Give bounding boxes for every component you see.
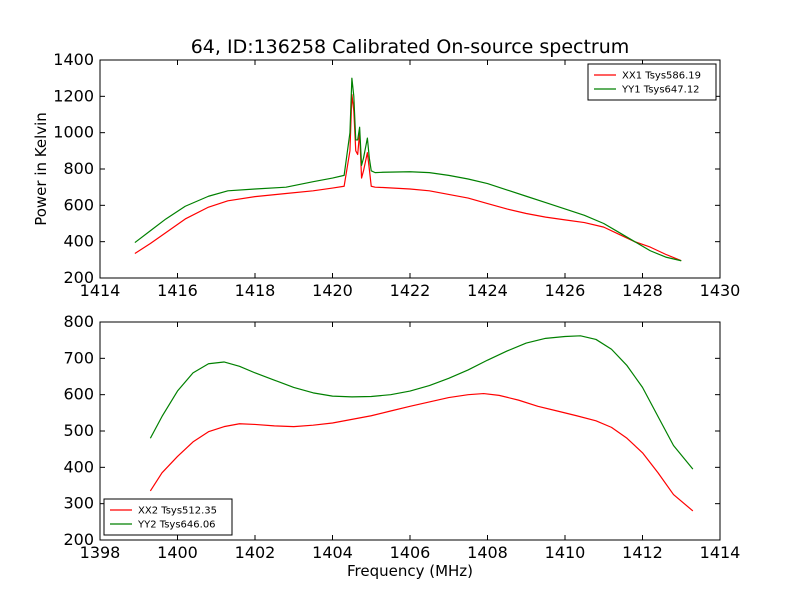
y-tick-label: 200 (63, 268, 94, 287)
x-tick-label: 1424 (467, 281, 508, 300)
legend-label: XX1 Tsys586.19 (622, 71, 701, 82)
x-tick-label: 1418 (235, 281, 276, 300)
y-tick-label: 400 (63, 457, 94, 476)
series-group (149, 335, 694, 512)
y-tick-label: 800 (63, 159, 94, 178)
x-tick-label: 1416 (157, 281, 198, 300)
x-tick-label: 1426 (545, 281, 586, 300)
series-group (134, 77, 682, 262)
y-tick-label: 600 (63, 385, 94, 404)
x-tick-label: 1414 (80, 281, 121, 300)
y-tick-label: 1200 (53, 86, 94, 105)
legend: XX1 Tsys586.19 YY1 Tsys647.12 (587, 63, 717, 101)
x-tick-label: 1428 (622, 281, 663, 300)
y-tick-label: 600 (63, 195, 94, 214)
x-tick-label: 1412 (622, 543, 663, 562)
x-tick-label: 1422 (390, 281, 431, 300)
x-tick-label: 1408 (467, 543, 508, 562)
y-tick-label: 300 (63, 494, 94, 513)
y-tick-label: 1000 (53, 123, 94, 142)
x-tick-label: 1402 (235, 543, 276, 562)
bottom-spectrum-chart: Frequency (MHz) 1398 1400 1402 1404 1406 1408… (63, 312, 740, 580)
x-tick-label: 1398 (80, 543, 121, 562)
y-tick-label: 1400 (53, 50, 94, 69)
legend-label: YY2 Tsys646.06 (137, 520, 216, 531)
y-axis-label: Power in Kelvin (32, 112, 50, 226)
top-spectrum-chart: 64, ID:136258 Calibrated On-source spect… (32, 36, 740, 300)
y-tick-label: 800 (63, 312, 94, 331)
x-tick-label: 1420 (312, 281, 353, 300)
x-tick-label: 1430 (700, 281, 741, 300)
y-tick-label: 500 (63, 421, 94, 440)
y-tick-label: 400 (63, 232, 94, 251)
legend-label: YY1 Tsys647.12 (621, 85, 700, 96)
series-line-xx (149, 392, 694, 512)
legend: XX2 Tsys512.35 YY2 Tsys646.06 (103, 498, 233, 536)
chart-title: 64, ID:136258 Calibrated On-source spect… (191, 36, 630, 58)
legend-box (103, 498, 233, 536)
y-tick-label: 200 (63, 530, 94, 549)
series-line-yy (134, 77, 682, 262)
series-line-xx (134, 93, 682, 262)
x-tick-label: 1410 (545, 543, 586, 562)
y-tick-label: 700 (63, 348, 94, 367)
x-tick-label: 1400 (157, 543, 198, 562)
legend-label: XX2 Tsys512.35 (138, 506, 217, 517)
x-axis-label: Frequency (MHz) (347, 562, 473, 580)
x-tick-label: 1404 (312, 543, 353, 562)
series-line-yy (149, 335, 694, 470)
legend-box (587, 63, 717, 101)
x-tick-label: 1414 (700, 543, 741, 562)
x-tick-label: 1406 (390, 543, 431, 562)
